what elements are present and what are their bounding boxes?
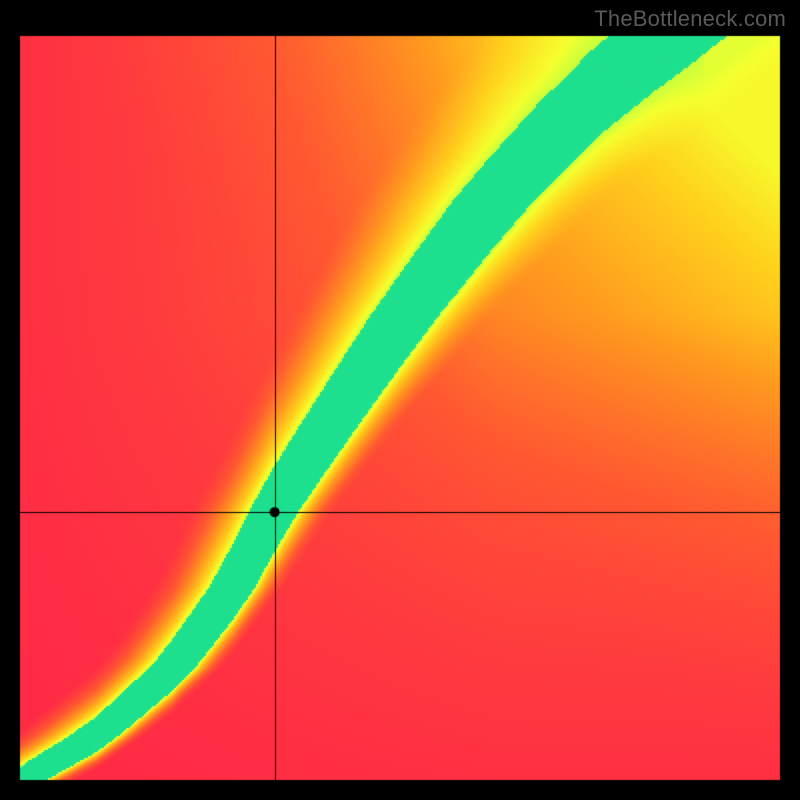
chart-container: TheBottleneck.com <box>0 0 800 800</box>
watermark-text: TheBottleneck.com <box>594 6 786 32</box>
bottleneck-heatmap <box>0 0 800 800</box>
